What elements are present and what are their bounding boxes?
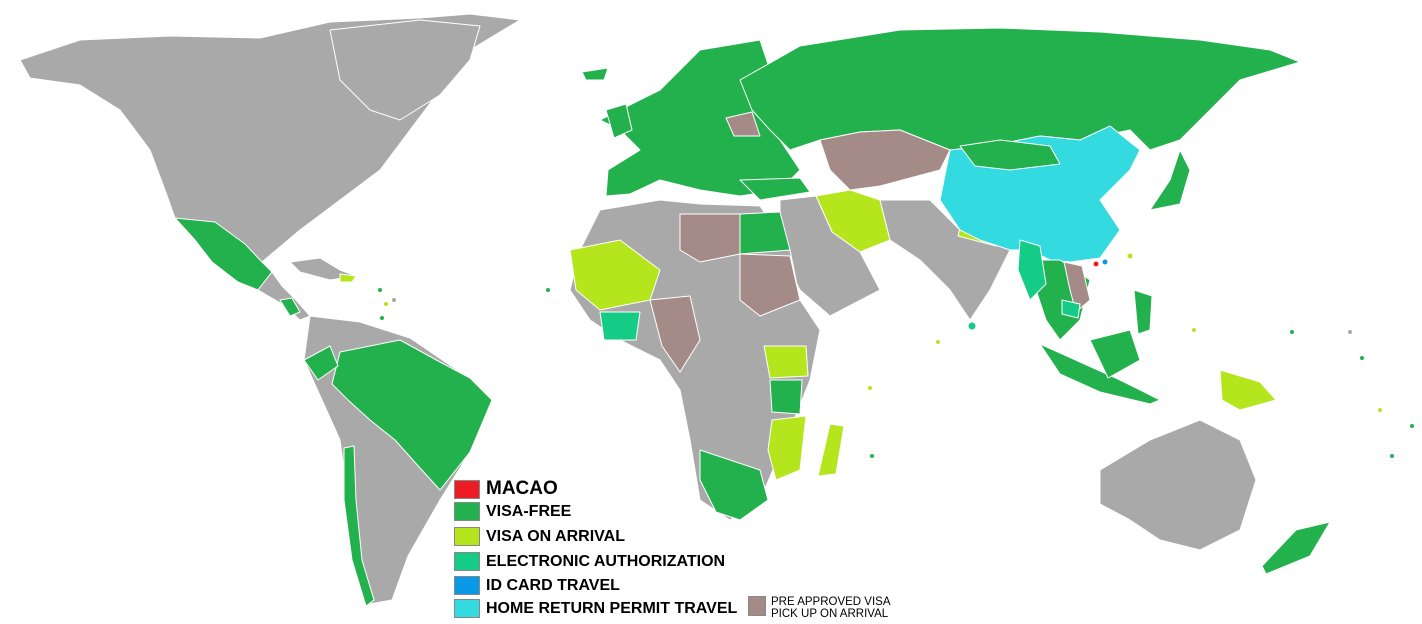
legend-label-visa-on-arrival: VISA ON ARRIVAL [486, 527, 625, 545]
region-vietnam [1063, 261, 1091, 313]
region-costa-rica-panama [279, 297, 301, 317]
marker-sri-lanka [967, 321, 977, 331]
marker-pacific-7 [1389, 453, 1395, 459]
region-east-africa [763, 345, 809, 379]
legend-swatch-id-card-travel [454, 576, 480, 595]
marker-hong-kong [1101, 258, 1109, 266]
legend-item-electronic-authorization: ELECTRONIC AUTHORIZATION [454, 552, 725, 571]
marker-pacific-6 [1409, 423, 1415, 429]
legend-label-home-return-permit: HOME RETURN PERMIT TRAVEL [486, 599, 738, 617]
region-southern-africa [699, 449, 769, 521]
legend-label-electronic-authorization: ELECTRONIC AUTHORIZATION [486, 552, 726, 570]
marker-macao [1092, 260, 1100, 268]
marker-caribbean-1 [377, 287, 383, 293]
region-russia [739, 27, 1301, 151]
marker-pacific-2 [1289, 329, 1295, 335]
region-korea-japan [1149, 149, 1191, 211]
region-belarus [725, 111, 761, 137]
marker-caribbean-3 [391, 297, 397, 303]
marker-caribbean-4 [379, 315, 385, 321]
marker-pacific-4 [1359, 355, 1365, 361]
region-uk-ireland [605, 103, 633, 139]
region-colombia-venezuela [303, 345, 339, 381]
region-dominican-republic [339, 273, 357, 283]
legend-label-pre-approved-line1: PRE APPROVED VISA [771, 596, 891, 608]
region-sudan [739, 253, 801, 317]
legend-swatch-visa-on-arrival [454, 527, 480, 546]
region-libya-sudan [679, 213, 741, 263]
region-iceland [581, 67, 609, 81]
marker-seychelles [867, 385, 873, 391]
region-mozambique [767, 415, 807, 481]
region-greenland [329, 19, 481, 121]
marker-pacific-3 [1347, 329, 1353, 335]
region-mongolia [959, 139, 1061, 171]
legend-label-pre-approved-line2: PICK UP ON ARRIVAL [771, 608, 889, 620]
legend-swatch-macao [454, 479, 480, 499]
region-australia [1099, 419, 1257, 551]
region-myanmar [1017, 239, 1047, 301]
region-west-africa-ea [599, 311, 641, 341]
marker-mauritius [869, 453, 875, 459]
legend-swatch-electronic-authorization [454, 552, 480, 571]
region-madagascar [817, 423, 845, 477]
region-brazil [331, 339, 493, 491]
region-nigeria-cameroon [649, 295, 701, 373]
region-south-asia [879, 199, 1011, 321]
legend-label-visa-free: VISA-FREE [486, 502, 572, 520]
legend-label-macao: MACAO [486, 478, 558, 499]
legend-item-home-return-permit: HOME RETURN PERMIT TRAVEL [454, 599, 737, 618]
legend-swatch-visa-free [454, 502, 480, 521]
region-philippines [1133, 289, 1153, 335]
region-turkey [739, 177, 811, 201]
legend-label-id-card-travel: ID CARD TRAVEL [486, 576, 620, 594]
marker-taiwan [1126, 252, 1134, 260]
marker-caribbean-2 [383, 301, 389, 307]
region-papua-new-guinea [1219, 369, 1277, 411]
legend-item-id-card-travel: ID CARD TRAVEL [454, 576, 620, 595]
region-central-asia [819, 129, 951, 191]
marker-cape-verde [545, 287, 551, 293]
region-cambodia [1061, 299, 1081, 319]
legend-item-macao: MACAO [454, 478, 558, 500]
region-chile [343, 445, 375, 607]
marker-pacific-5 [1377, 407, 1383, 413]
region-indonesia [1039, 343, 1161, 405]
region-borneo [1089, 329, 1141, 379]
marker-pacific-1 [1191, 327, 1197, 333]
legend-label-pre-approved: PRE APPROVED VISA PICK UP ON ARRIVAL [771, 596, 891, 620]
legend-item-visa-free: VISA-FREE [454, 502, 571, 521]
legend-swatch-pre-approved [748, 596, 766, 616]
legend-item-pre-approved: PRE APPROVED VISA PICK UP ON ARRIVAL [748, 596, 891, 620]
region-tanzania [769, 379, 803, 415]
legend-swatch-home-return-permit [454, 599, 480, 618]
region-new-zealand [1261, 521, 1331, 575]
region-central-america [257, 271, 311, 321]
legend-item-visa-on-arrival: VISA ON ARRIVAL [454, 527, 625, 546]
marker-maldives [935, 339, 941, 345]
